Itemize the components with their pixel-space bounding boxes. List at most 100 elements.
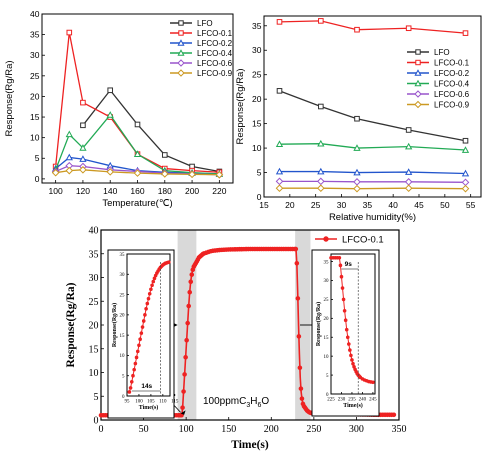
- x-tick-label: 300: [349, 424, 364, 435]
- series-lfo-point: [276, 88, 283, 94]
- series-lfco-0-4-point: [133, 150, 142, 157]
- annotation-arrowhead: [180, 410, 186, 415]
- inset-duration-label: 9s: [345, 261, 353, 268]
- inset-series-point: [342, 308, 347, 313]
- series-lfco-0-1-point: [180, 405, 185, 410]
- legend-label: LFCO-0.4: [197, 49, 233, 58]
- series-lfco-0-1-point: [318, 18, 324, 24]
- x-tick-label: 30: [337, 200, 347, 210]
- inset-series-point: [147, 291, 152, 296]
- x-tick-label: 15: [259, 200, 269, 210]
- series-lfco-0-1-point: [80, 99, 86, 106]
- inset-series-point: [343, 318, 348, 323]
- series-lfo-point: [405, 127, 412, 133]
- legend-marker: [177, 69, 185, 77]
- y-tick-label: 5: [326, 374, 329, 379]
- series-lfco-0-4-point: [317, 139, 325, 147]
- inset-series-point: [150, 283, 154, 288]
- x-tick-label: 240: [359, 398, 367, 403]
- inset-series-point: [167, 260, 171, 264]
- x-tick-label: 45: [414, 200, 424, 210]
- x-tick-label: 220: [212, 186, 226, 196]
- series-lfco-0-2-point: [79, 155, 87, 162]
- series-lfco-0-4-point: [461, 146, 470, 153]
- legend-label: LFCO-0.1: [434, 59, 470, 68]
- series-lfco-0-9-point: [65, 166, 74, 175]
- y-axis-label: Response(Rg/Ra): [4, 60, 15, 136]
- x-axis-label: Time(s): [231, 439, 269, 451]
- y-tick-label: 25: [89, 297, 99, 308]
- x-axis-label: Relative humidity(%): [329, 212, 416, 223]
- series-lfco-0-1-point: [295, 296, 301, 301]
- inset-series-point: [371, 380, 375, 385]
- series-lfco-0-1-point: [298, 386, 304, 391]
- inset-series-point: [350, 358, 354, 362]
- y-tick-label: 25: [324, 298, 330, 303]
- x-tick-label: 160: [130, 186, 144, 196]
- inset-duration-label: 14s: [141, 383, 152, 390]
- x-tick-label: 110: [159, 400, 167, 405]
- y-tick-label: 15: [120, 334, 126, 339]
- legend-label: LFCO-0.2: [197, 39, 233, 48]
- series-lfco-0-1-point: [293, 246, 299, 252]
- inset-series-point: [140, 325, 145, 329]
- inset-series-point: [139, 331, 144, 335]
- x-tick-label: 225: [327, 398, 335, 403]
- series-lfco-0-6-line: [279, 180, 466, 183]
- inset-series-point: [347, 342, 351, 346]
- series-lfco-0-9-point: [106, 168, 115, 176]
- inset-series-point: [348, 348, 352, 352]
- series-lfco-0-1-point: [296, 334, 302, 339]
- y-tick-label: 15: [324, 336, 330, 341]
- series-lfco-0-9-point: [160, 170, 169, 178]
- legend-marker: [414, 79, 422, 87]
- plot-frame: [126, 253, 171, 397]
- series-lfco-0-4-point: [65, 130, 73, 138]
- annotation-label-part: H: [250, 396, 257, 407]
- series-lfo-point: [107, 87, 114, 94]
- series-lfco-0-4-point: [353, 144, 361, 151]
- legend-label: LFCO-0.2: [434, 69, 470, 78]
- series-lfco-0-2-point: [317, 167, 325, 175]
- inset-series-point: [146, 296, 151, 301]
- x-axis-label: Time(s): [139, 404, 159, 411]
- y-tick-label: 20: [324, 317, 330, 322]
- inset-series-point: [143, 313, 147, 317]
- legend-marker: [323, 236, 329, 242]
- inset-series-point: [145, 301, 150, 306]
- x-tick-label: 150: [221, 424, 236, 435]
- x-tick-label: 95: [125, 400, 131, 405]
- x-tick-label: 100: [49, 186, 63, 196]
- legend-marker: [177, 59, 185, 67]
- inset-series-point: [137, 343, 141, 348]
- x-tick-label: 115: [171, 400, 179, 405]
- series-lfo-point: [354, 115, 360, 122]
- legend-marker: [415, 49, 421, 55]
- y-tick-label: 5: [35, 153, 40, 163]
- series-lfco-0-9-point: [133, 169, 142, 177]
- series-lfco-0-9-point: [353, 184, 361, 193]
- series-lfco-0-9-point: [404, 184, 413, 193]
- y-tick-label: 15: [252, 119, 262, 129]
- series-lfco-0-9-point: [461, 184, 470, 193]
- legend-marker: [414, 69, 422, 76]
- series-lfco-0-2-point: [461, 169, 470, 177]
- legend-label: LFCO-0.6: [434, 90, 470, 99]
- inset-series-point: [337, 255, 342, 260]
- x-tick-label: 25: [311, 200, 321, 210]
- x-tick-label: 0: [99, 424, 104, 435]
- y-tick-label: 20: [252, 94, 262, 104]
- legend-label: LFCO-0.1: [197, 29, 233, 38]
- series-lfco-0-1-line: [279, 20, 466, 34]
- series-lfco-0-1-point: [391, 412, 397, 418]
- inset-series-point: [133, 361, 138, 366]
- inset-series-point: [144, 306, 148, 311]
- series-lfco-0-2-point: [405, 168, 413, 175]
- x-tick-label: 250: [306, 424, 321, 435]
- legend-marker: [414, 90, 422, 98]
- legend-marker: [414, 100, 422, 109]
- y-tick-label: 0: [35, 174, 40, 184]
- series-lfco-0-1-point: [184, 337, 189, 343]
- inset-series-point: [128, 386, 133, 390]
